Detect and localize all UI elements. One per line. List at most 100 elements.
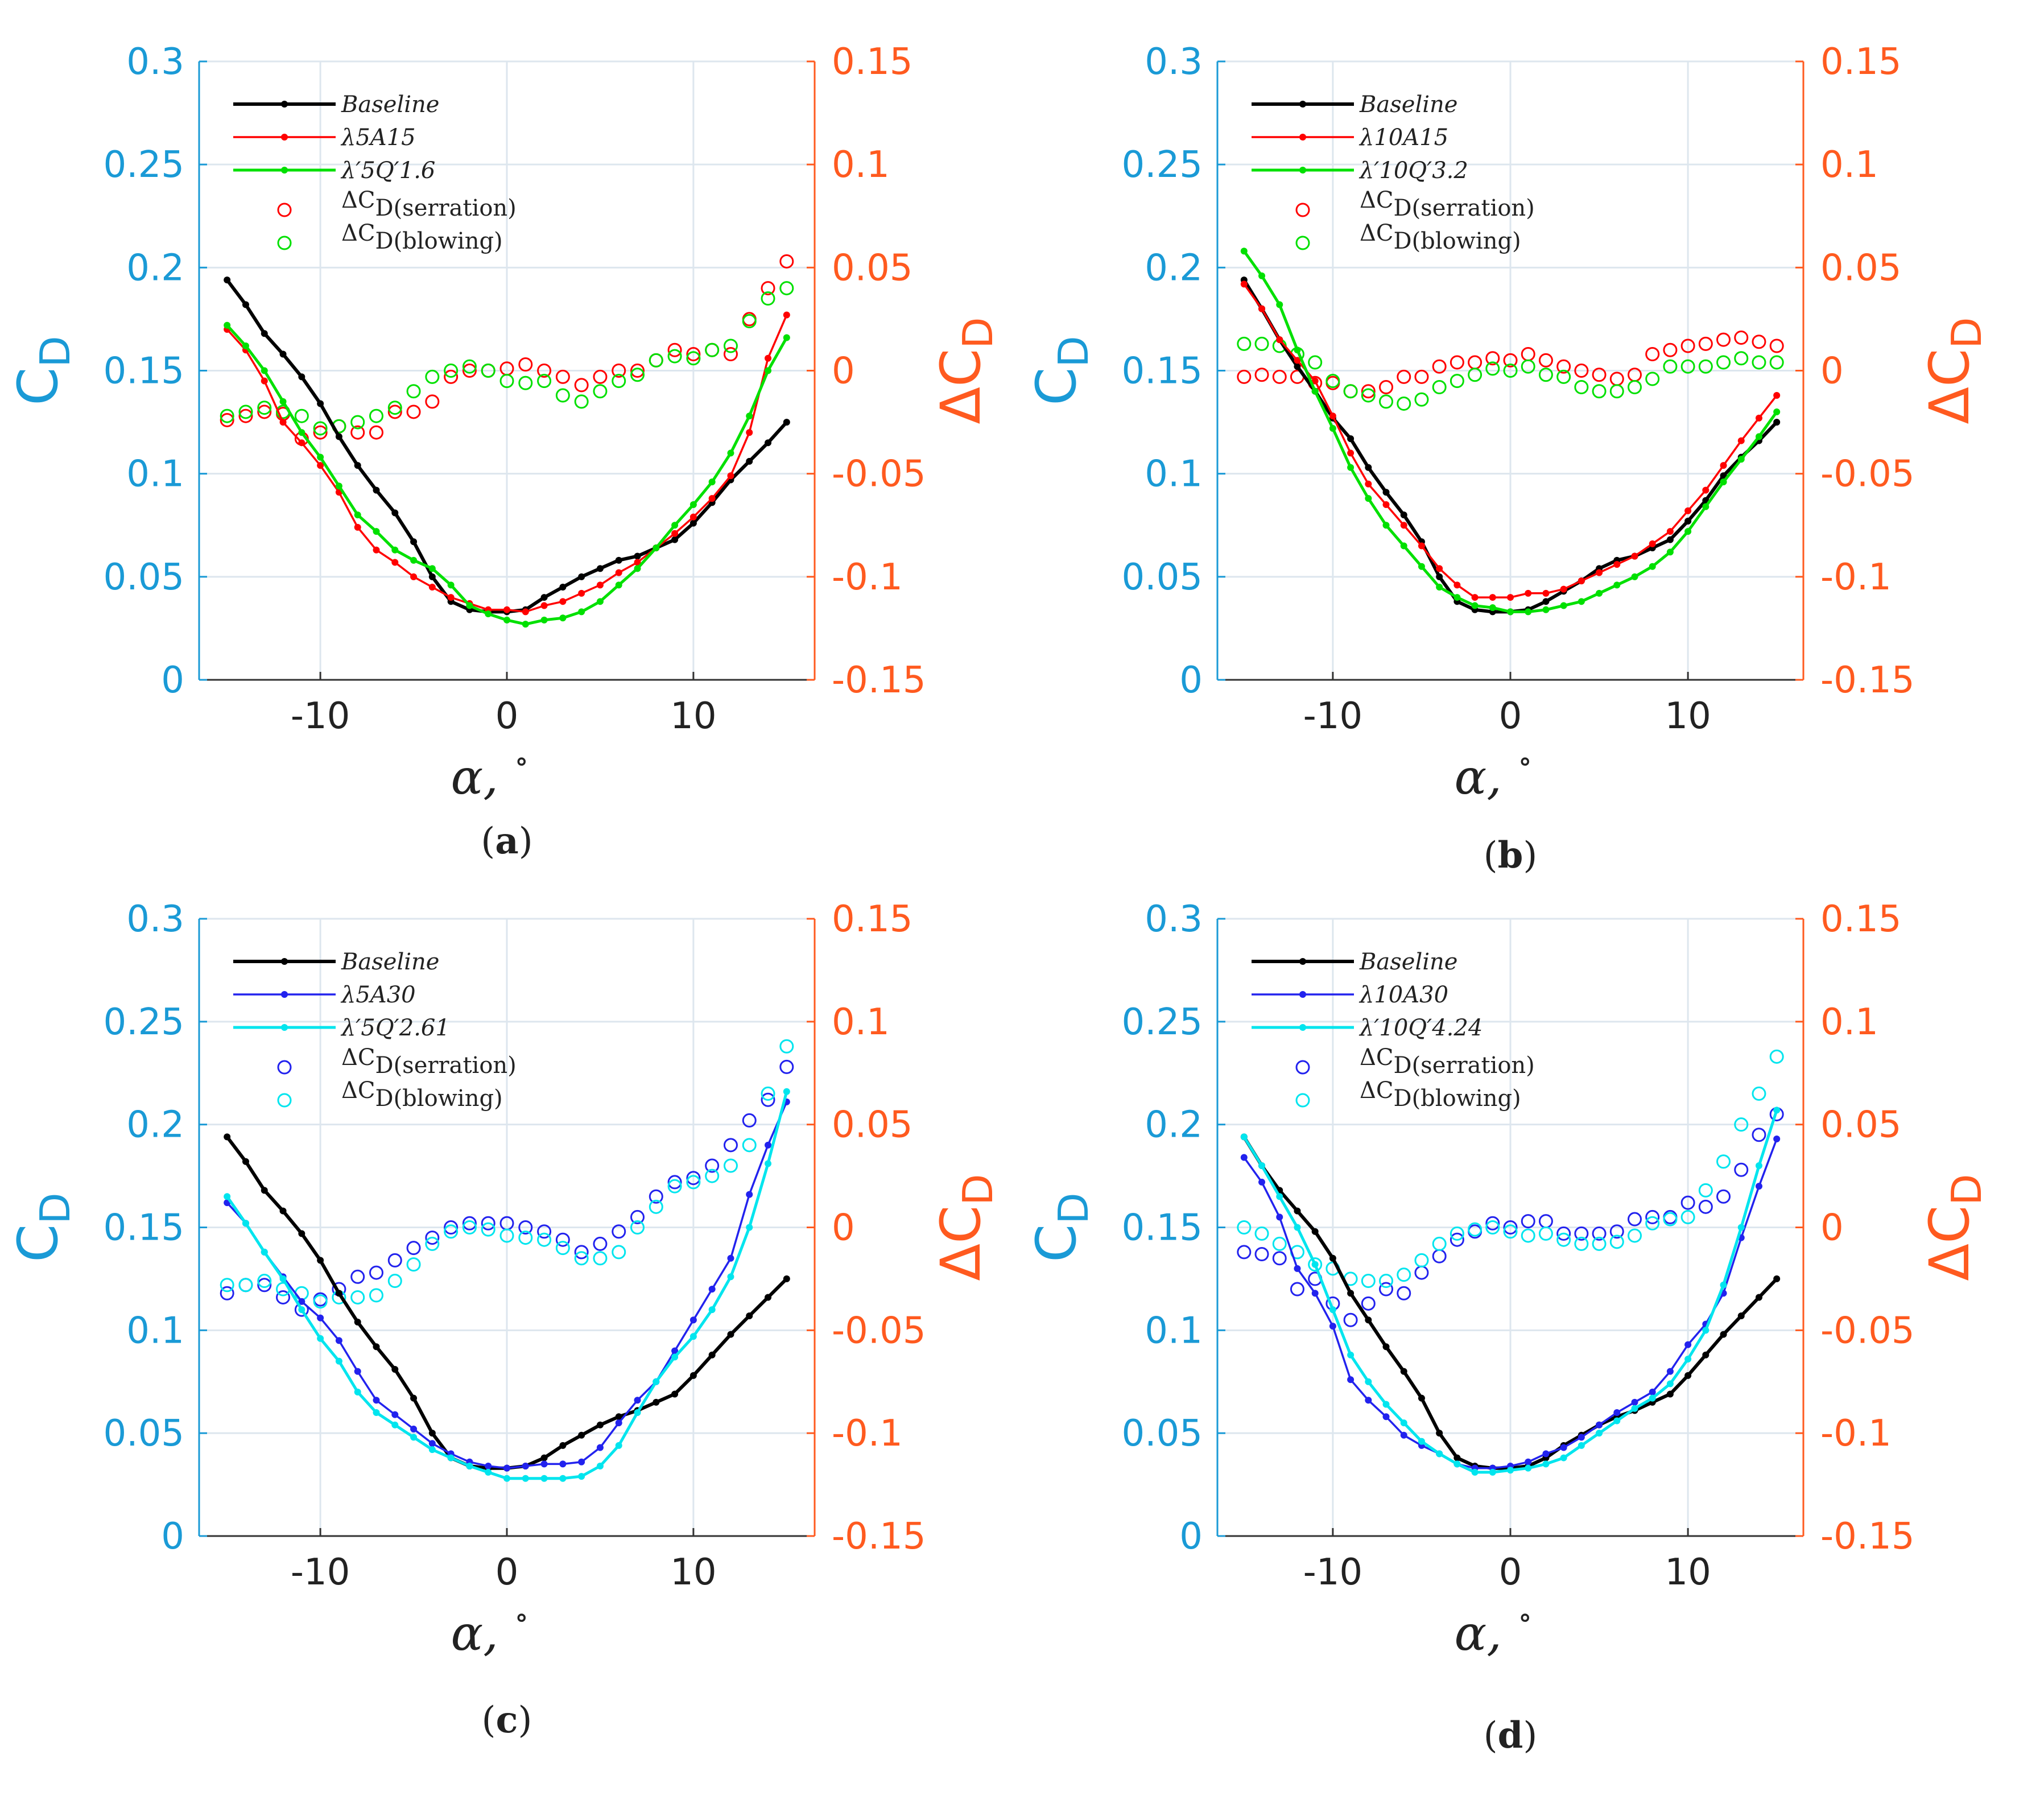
serration-point: [485, 1463, 492, 1470]
x-axis-title-unit: ∘: [1518, 744, 1533, 778]
serration-point: [1294, 357, 1301, 364]
delta-serration-marker: [630, 1209, 645, 1224]
baseline-point: [540, 1454, 548, 1462]
x-tick-label: 0: [1499, 1551, 1522, 1593]
blowing-point: [540, 616, 548, 624]
blowing-point: [391, 546, 399, 554]
x-axis-title-unit: ∘: [514, 744, 529, 778]
legend-label: Baseline: [1359, 92, 1457, 118]
legend-item: ΔCD(serration): [1295, 187, 1535, 221]
serration-point: [428, 1440, 436, 1447]
blowing-point: [727, 449, 734, 457]
chart-panel-c: -10 0 10 0 0.05 0.1 0.15 0.2 0.25 0.3 -0.15 -0.1 -0.…: [6, 898, 1002, 1741]
legend: Baseline λ5A30 λ′5Q′2.61 ΔCD(serration)ΔCD(…: [233, 949, 517, 1112]
baseline-point: [578, 1431, 585, 1439]
delta-serration-marker: [723, 1138, 738, 1153]
baseline-point: [1453, 1454, 1461, 1462]
delta-serration-marker: [1414, 1265, 1429, 1280]
delta-serration-marker: [1716, 332, 1731, 347]
serration-point: [1578, 577, 1585, 585]
delta-blowing-marker: [667, 349, 682, 364]
baseline-point: [261, 1187, 268, 1194]
serration-point: [1773, 1135, 1781, 1142]
left-tick-label: 0: [161, 659, 184, 701]
blowing-point: [466, 1463, 473, 1470]
baseline-point: [317, 400, 324, 407]
blowing-point: [1560, 1454, 1567, 1462]
right-tick-label: 0.1: [1820, 144, 1878, 186]
delta-blowing-marker: [1503, 364, 1518, 378]
serration-point: [1666, 1368, 1674, 1375]
serration-point: [746, 429, 753, 436]
serration-point: [1596, 1421, 1603, 1429]
delta-serration-marker: [593, 369, 608, 384]
blowing-point: [1276, 301, 1283, 308]
baseline-point: [428, 1430, 436, 1437]
blowing-point: [1258, 1162, 1266, 1169]
delta-serration-marker: [1752, 335, 1766, 349]
right-tick-label: 0.15: [1820, 41, 1902, 83]
legend-item: λ′5Q′1.6: [233, 158, 435, 184]
serration-point: [1631, 552, 1638, 560]
delta-serration-marker: [1485, 351, 1500, 366]
caption-close: ): [519, 820, 533, 862]
left-tick-label: 0.3: [1145, 898, 1203, 940]
baseline-point: [1294, 1207, 1301, 1215]
right-axis-title-sub: D: [954, 317, 1002, 348]
serration-point: [354, 1368, 361, 1375]
blowing-point: [298, 429, 305, 436]
serration-point: [765, 354, 772, 362]
blowing-point: [1240, 247, 1248, 255]
delta-blowing-marker: [387, 401, 402, 415]
baseline-point: [708, 1351, 716, 1359]
delta-serration-marker: [350, 425, 365, 440]
blowing-point: [671, 1353, 679, 1361]
right-tick-label: 0.05: [832, 1104, 913, 1146]
delta-blowing-marker: [1379, 1274, 1394, 1289]
legend-label-sub: D(blowing): [375, 228, 503, 254]
baseline-point: [354, 462, 361, 469]
right-tick-label: 0.15: [832, 898, 913, 940]
blowing-point: [708, 478, 716, 486]
delta-serration-marker: [462, 364, 477, 378]
left-axis-title: CD: [6, 336, 79, 405]
blowing-point: [224, 1193, 231, 1200]
legend-label: ΔCD(blowing): [1360, 220, 1521, 254]
blowing-point: [1240, 1133, 1248, 1141]
delta-serration-marker: [537, 1224, 552, 1239]
legend-label: λ5A30: [340, 982, 416, 1008]
legend-label-sub: D(serration): [1394, 1052, 1535, 1079]
delta-blowing-marker: [462, 359, 477, 374]
serration-point: [335, 1337, 342, 1344]
blowing-point: [1507, 1467, 1514, 1474]
delta-serration-marker: [1272, 1251, 1287, 1266]
delta-serration-marker: [1538, 1214, 1553, 1229]
serration-point: [428, 583, 436, 591]
delta-blowing-marker: [1308, 355, 1323, 370]
right-tick-label: -0.15: [1820, 1516, 1915, 1558]
legend-label-main: ΔC: [1360, 1045, 1394, 1071]
blowing-point: [410, 1434, 418, 1441]
serration-point: [540, 1460, 548, 1468]
blowing-point: [1684, 528, 1692, 535]
blowing-point: [373, 528, 380, 535]
serration-point: [634, 1397, 641, 1404]
left-axis-title-sub: D: [1050, 336, 1097, 367]
baseline-point: [689, 519, 697, 527]
delta-serration-marker: [1450, 1232, 1464, 1247]
legend-item: λ′5Q′2.61: [233, 1015, 450, 1041]
serration-point: [447, 594, 455, 601]
grid: [199, 918, 815, 1537]
delta-serration-marker: [705, 1158, 720, 1173]
baseline-point: [391, 509, 399, 517]
legend: Baseline λ10A30 λ′10Q′4.24 ΔCD(serration)ΔC…: [1252, 949, 1535, 1112]
blowing-point: [373, 1409, 380, 1416]
delta-serration-marker: [1609, 1224, 1624, 1239]
delta-blowing-marker: [705, 1169, 720, 1183]
legend-label-main: ΔC: [341, 187, 375, 213]
delta-blowing-marker: [1680, 1209, 1695, 1224]
left-tick-label: 0.2: [1145, 1104, 1203, 1146]
right-tick-label: -0.1: [1820, 556, 1892, 598]
delta-serration-marker: [574, 378, 589, 393]
legend-swatch-marker: [277, 1060, 292, 1075]
